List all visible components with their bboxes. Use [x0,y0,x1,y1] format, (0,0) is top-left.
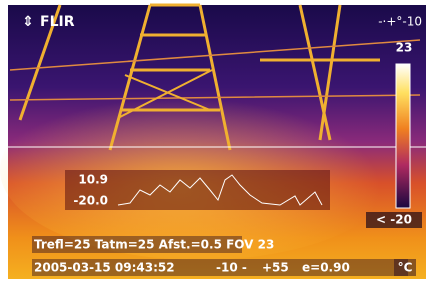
top-right-indicator: -·+°-10 [378,15,422,29]
camera-screen: 10.9 -20.0 FLIR ⇕ -·+°-10 23 < -20 Trefl… [0,0,433,283]
profile-min: -20.0 [73,194,108,208]
info-line: Trefl=25 Tatm=25 Afst.=0.5 FOV 23 [34,238,274,252]
emissivity: e=0.90 [302,261,350,275]
range-high: +55 [262,261,289,275]
logo-icon: ⇕ [22,14,34,30]
scale-max: 23 [396,41,413,55]
unit: °C [398,261,413,275]
profile-max: 10.9 [78,173,108,187]
range-low: -10 - [216,261,247,275]
datetime: 2005-03-15 09:43:52 [34,261,175,275]
logo: FLIR [40,14,75,30]
color-scale [396,64,410,208]
scale-min: < -20 [376,213,412,227]
